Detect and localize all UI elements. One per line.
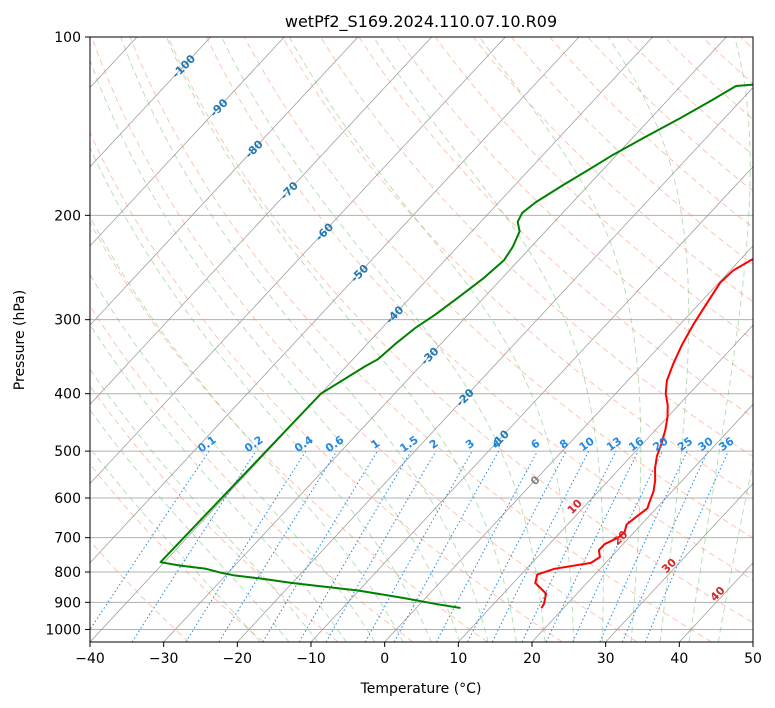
y-tick-label: 500 bbox=[54, 444, 81, 460]
moist-adiabat-line bbox=[373, 37, 604, 642]
mixing-ratio-line bbox=[491, 450, 590, 642]
isotherm-line bbox=[90, 37, 653, 642]
moist-adiabat-line bbox=[607, 37, 690, 642]
mixing-ratio-line bbox=[90, 450, 210, 631]
temperature-line bbox=[534, 258, 753, 609]
axes-layer: −40 −30 −20 −10 0 10 20 30 40 50 100 200 300 400 500 60… bbox=[45, 30, 762, 667]
dry-adiabat-line bbox=[129, 37, 712, 642]
moist-adiabat-line bbox=[688, 37, 751, 642]
grid-layer bbox=[0, 37, 753, 642]
mixing-ratio-line bbox=[364, 450, 473, 642]
dry-adiabat-line bbox=[549, 37, 753, 229]
dry-adiabat-line bbox=[626, 37, 753, 156]
plot-frame bbox=[89, 36, 754, 643]
moist-adiabat-line bbox=[717, 460, 753, 642]
moist-adiabat-line bbox=[90, 409, 290, 642]
dewpoint-line bbox=[159, 83, 753, 609]
isotherm-line bbox=[310, 166, 753, 642]
isotherm-line bbox=[0, 37, 63, 642]
dry-adiabat-line bbox=[396, 37, 753, 379]
isotherm-line bbox=[384, 245, 753, 642]
y-axis-label: Pressure (hPa) bbox=[12, 290, 28, 390]
moist-adiabat-line bbox=[90, 273, 376, 642]
mixing-ratio-line bbox=[218, 450, 338, 642]
mixing-ratio-line bbox=[621, 450, 709, 642]
dry-adiabat-line bbox=[206, 37, 753, 581]
dry-adiabat-line bbox=[167, 37, 753, 624]
dry-adiabat-line bbox=[91, 37, 638, 642]
dry-adiabat-line bbox=[90, 131, 563, 642]
moist-adiabat-line bbox=[221, 37, 546, 642]
moist-adiabat-line bbox=[120, 37, 489, 642]
isotherm-line bbox=[237, 86, 753, 642]
x-tick-label: 20 bbox=[523, 651, 541, 667]
y-tick-label: 200 bbox=[54, 208, 81, 224]
y-tick-label: 1000 bbox=[45, 622, 81, 638]
y-tick-label: 800 bbox=[54, 565, 81, 581]
plot-background bbox=[90, 37, 753, 642]
x-tick-label: 0 bbox=[380, 651, 389, 667]
x-axis-label: Temperature (°C) bbox=[360, 681, 482, 697]
isotherm-line bbox=[90, 37, 506, 485]
x-tick-label: −30 bbox=[149, 651, 179, 667]
chart-title: wetPf2_S169.2024.110.07.10.R09 bbox=[285, 12, 557, 32]
y-tick-label: 900 bbox=[54, 595, 81, 611]
isotherm-line bbox=[752, 641, 753, 642]
mixing-ratio-line bbox=[131, 450, 257, 642]
isotherm-line bbox=[531, 403, 753, 642]
mixing-ratio-line bbox=[521, 450, 617, 642]
isotherm-line bbox=[90, 37, 580, 564]
isotherm-line bbox=[605, 482, 753, 642]
y-tick-label: 300 bbox=[54, 313, 81, 329]
isotherm-line bbox=[458, 324, 753, 642]
dry-adiabat-line bbox=[473, 37, 753, 303]
series-layer bbox=[159, 83, 753, 609]
dry-adiabat-line bbox=[244, 37, 753, 539]
dry-adiabat-line bbox=[90, 385, 339, 642]
y-tick-label: 700 bbox=[54, 531, 81, 547]
moist-adiabat-line bbox=[90, 146, 432, 642]
x-tick-label: −20 bbox=[223, 651, 253, 667]
dry-adiabat-line bbox=[282, 37, 753, 498]
mixing-ratio-line bbox=[393, 450, 500, 642]
dry-adiabat-line bbox=[358, 37, 753, 418]
y-tick-label: 400 bbox=[54, 387, 81, 403]
moist-adiabat-line bbox=[90, 368, 319, 642]
isotherm-line bbox=[90, 37, 432, 405]
y-tick-label: 600 bbox=[54, 491, 81, 507]
x-tick-label: 30 bbox=[597, 651, 615, 667]
dry-adiabat-line bbox=[320, 37, 753, 458]
isotherm-line bbox=[163, 37, 727, 642]
isotherm-line bbox=[90, 37, 359, 326]
moist-adiabat-line bbox=[288, 37, 575, 642]
x-tick-label: 40 bbox=[670, 651, 688, 667]
dry-adiabat-line bbox=[435, 37, 753, 341]
mixing-ratio-line bbox=[644, 450, 729, 642]
x-tick-label: 50 bbox=[744, 651, 762, 667]
x-tick-label: −40 bbox=[75, 651, 105, 667]
y-tick-label: 100 bbox=[54, 30, 81, 46]
moist-adiabat-line bbox=[479, 37, 642, 642]
x-tick-label: −10 bbox=[296, 651, 326, 667]
moist-adiabat-line bbox=[166, 37, 517, 642]
isotherm-line bbox=[90, 37, 211, 168]
isotherm-line bbox=[90, 37, 285, 247]
mixing-ratio-line bbox=[435, 450, 538, 642]
dry-adiabat-line bbox=[587, 37, 753, 192]
x-tick-label: 10 bbox=[449, 651, 467, 667]
mixing-ratio-line bbox=[185, 450, 307, 642]
moist-adiabat-line bbox=[90, 447, 261, 642]
moist-adiabat-line bbox=[90, 58, 461, 642]
